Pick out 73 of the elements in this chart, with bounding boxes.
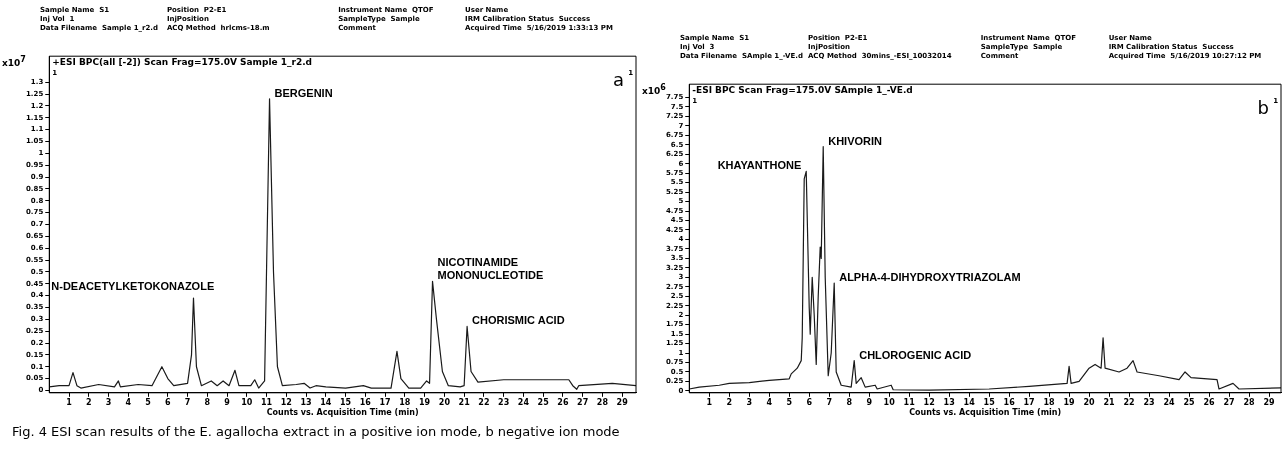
annotation: NICOTINAMIDE MONONUCLEOTIDE — [437, 256, 544, 282]
x-tick-label: 25 — [1183, 397, 1196, 407]
x-tick-label: 19 — [1063, 397, 1076, 407]
x-tick-label: 6 — [165, 397, 172, 407]
x-tick-label: 10 — [241, 397, 253, 407]
x-tick-label: 1 — [706, 397, 713, 407]
x-tick-label: 2 — [85, 397, 92, 407]
x-tick-label: 11 — [903, 397, 916, 407]
x-tick-label: 12 — [923, 397, 935, 407]
chart-title: -ESI BPC Scan Frag=175.0V SAmple 1_-VE.d — [692, 85, 913, 96]
x-tick-label: 22 — [478, 397, 490, 407]
x-tick-label: 26 — [1203, 397, 1216, 407]
x-tick-label: 28 — [1243, 397, 1256, 407]
x-tick-label: 16 — [359, 397, 372, 407]
x-tick-label: 6 — [806, 397, 813, 407]
x-tick-label: 15 — [340, 397, 352, 407]
x-tick-label: 24 — [517, 397, 530, 407]
x-tick-label: 29 — [1263, 397, 1275, 407]
annotation: a — [612, 68, 624, 90]
x-tick-label: 28 — [596, 397, 609, 407]
x-tick-label: 18 — [1043, 397, 1056, 407]
x-tick-label: 26 — [557, 397, 569, 407]
x-tick-label: 5 — [145, 397, 152, 407]
x-tick-label: 29 — [616, 397, 629, 407]
x-tick-label: 27 — [577, 397, 589, 407]
x-tick-label: 9 — [866, 397, 873, 407]
x-tick-label: 8 — [204, 397, 211, 407]
x-tick-label: 27 — [1223, 397, 1235, 407]
annotation: KHAYANTHONE — [717, 159, 802, 172]
x-tick-label: 10 — [883, 397, 896, 407]
x-axis-title: Counts vs. Acquisition Time (min) — [266, 408, 419, 418]
annotation: CHLOROGENIC ACID — [859, 348, 972, 361]
x-tick-label: 7 — [826, 397, 832, 407]
x-tick-label: 3 — [746, 397, 753, 407]
x-tick-label: 1 — [66, 397, 73, 407]
chart-title: +ESI BPC(all [-2]) Scan Frag=175.0V Sample 1_r2.d — [52, 57, 313, 68]
x-tick-label: 22 — [1123, 397, 1135, 407]
annotation: KHIVORIN — [828, 134, 883, 147]
x-tick-label: 25 — [537, 397, 550, 407]
x-tick-label: 21 — [458, 397, 471, 407]
x-tick-label: 14 — [963, 397, 976, 407]
x-tick-label: 18 — [399, 397, 411, 407]
annotation: ALPHA-4-DIHYDROXYTRIAZOLAM — [839, 270, 1021, 283]
x-tick-label: 24 — [1163, 397, 1176, 407]
x-tick-label: 3 — [105, 397, 112, 407]
x-tick-label: 2 — [726, 397, 733, 407]
x-tick-label: 7 — [184, 397, 191, 407]
x-tick-label: 23 — [1143, 397, 1155, 407]
x-axis-title: Counts vs. Acquisition Time (min) — [909, 408, 1062, 418]
x-tick-label: 4 — [125, 397, 132, 407]
caption: Fig. 4 ESI scan results of the E. agallocha extract in a positive ion mode, b negative ion mode — [12, 424, 621, 439]
x-tick-label: 14 — [320, 397, 332, 407]
x-tick-label: 23 — [498, 397, 510, 407]
x-tick-label: 20 — [438, 397, 451, 407]
x-tick-label: 5 — [786, 397, 793, 407]
annotation: BERGENIN — [274, 86, 333, 99]
x-tick-label: 9 — [224, 397, 231, 407]
x-tick-label: 19 — [419, 397, 431, 407]
x-tick-label: 8 — [846, 397, 853, 407]
x-tick-label: 4 — [766, 397, 773, 407]
annotation: CHORISMIC ACID — [472, 314, 565, 327]
x-tick-label: 13 — [943, 397, 955, 407]
x-tick-label: 20 — [1083, 397, 1096, 407]
x-tick-label: 17 — [1023, 397, 1035, 407]
x-tick-label: 13 — [300, 397, 312, 407]
x-tick-label: 12 — [280, 397, 292, 407]
x-tick-label: 17 — [379, 397, 391, 407]
x-tick-label: 16 — [1003, 397, 1016, 407]
annotation: N-DEACETYLKETOKONAZOLE — [51, 279, 215, 292]
x-tick-label: 15 — [983, 397, 996, 407]
annotation: b — [1257, 96, 1269, 118]
x-tick-label: 21 — [1103, 397, 1116, 407]
x-tick-label: 11 — [261, 397, 273, 407]
